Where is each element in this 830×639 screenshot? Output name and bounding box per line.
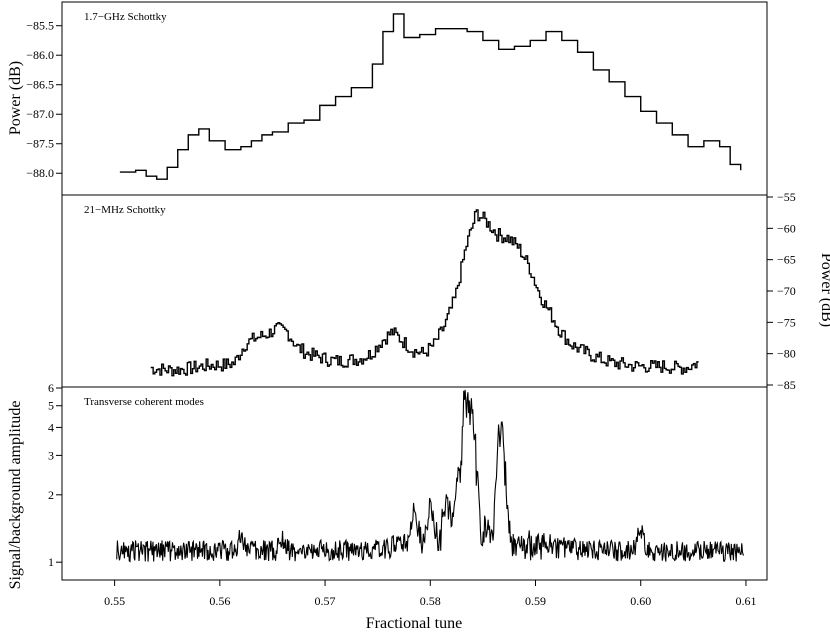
x-axis-label: Fractional tune [366,615,462,632]
x-tick-label: 0.59 [525,594,546,608]
panel-3-frame [61,386,768,581]
series-line-panel-2 [150,209,699,377]
y-tick-label: −88.0 [26,166,54,180]
panel-3-annotation: Transverse coherent modes [84,396,204,408]
y-tick-label: 4 [48,420,54,434]
y-tick-label: 1 [48,555,54,569]
y-tick-label: −87.0 [26,107,54,121]
y-tick-label: −80 [777,347,796,361]
series-line-panel-1 [119,13,742,180]
y-tick-label: 6 [48,381,54,395]
panel-2-annotation: 21−MHz Schottky [84,204,166,216]
y-tick-label: −70 [777,284,796,298]
y-tick-label: −85.5 [26,19,54,33]
x-tick-label: 0.55 [104,594,125,608]
panel-2-frame [61,194,768,388]
x-tick-label: 0.57 [315,594,336,608]
series-line-panel-3 [116,389,745,563]
x-tick-label: 0.58 [420,594,441,608]
y-tick-label: 2 [48,488,54,502]
panel-1-frame [61,1,768,196]
x-tick-label: 0.60 [630,594,651,608]
panel-3-ylabel: Signal/background amplitude [7,401,24,590]
y-tick-label: 3 [48,448,54,462]
x-tick-label: 0.56 [209,594,230,608]
y-tick-label: −87.5 [26,137,54,151]
panel-1-annotation: 1.7−GHz Schottky [84,11,167,23]
y-tick-label: −86.5 [26,78,54,92]
y-tick-label: −55 [777,190,796,204]
panel-2-ylabel: Power (dB) [818,253,830,327]
y-tick-label: −65 [777,253,796,267]
y-tick-label: −75 [777,315,796,329]
y-tick-label: −86.0 [26,48,54,62]
x-tick-label: 0.61 [735,594,756,608]
y-tick-label: 5 [48,399,54,413]
panel-1-ylabel: Power (dB) [7,61,24,135]
y-tick-label: −60 [777,221,796,235]
y-tick-label: −85 [777,378,796,392]
